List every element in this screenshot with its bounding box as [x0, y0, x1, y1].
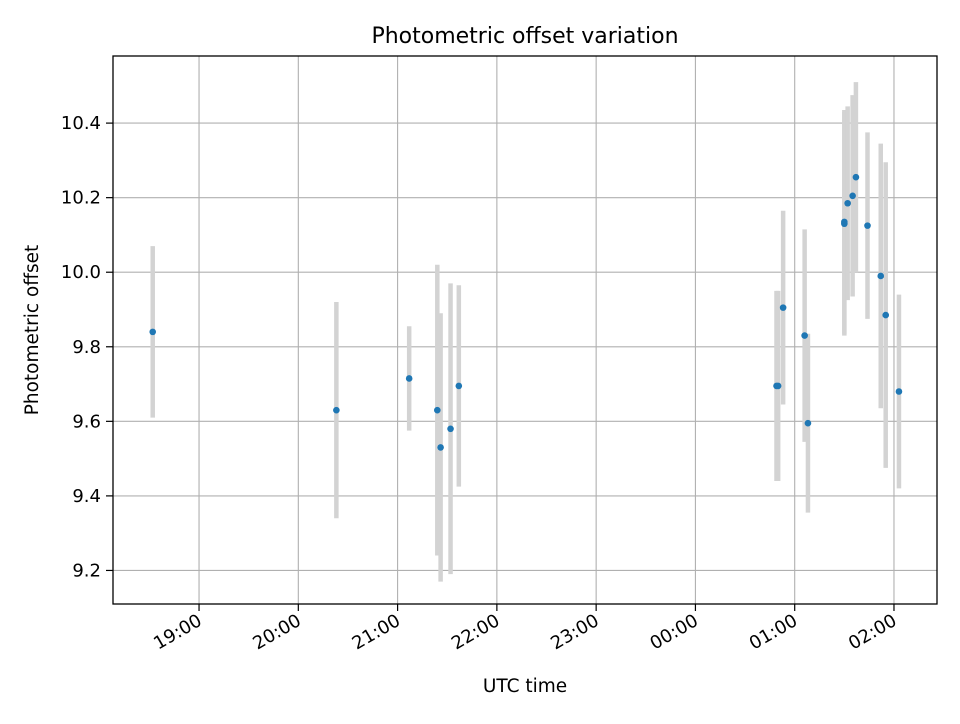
data-point	[852, 173, 860, 181]
data-point	[895, 388, 903, 395]
grid	[113, 56, 937, 604]
y-tick-label: 9.8	[72, 337, 101, 358]
y-tick-label: 10.4	[61, 113, 101, 134]
data-point	[455, 382, 463, 390]
chart-title: Photometric offset variation	[371, 24, 678, 49]
data-point	[864, 222, 871, 229]
data-point	[844, 199, 851, 207]
data-point	[447, 425, 454, 433]
plot-frame	[112, 55, 938, 605]
data-point	[405, 375, 413, 382]
data-point	[849, 192, 856, 200]
data-point	[774, 382, 782, 390]
data-point	[801, 332, 808, 339]
data-point	[149, 328, 157, 336]
x-axis-label: UTC time	[483, 676, 567, 697]
data-points	[149, 173, 903, 451]
y-tick-label: 9.4	[72, 486, 101, 507]
y-tick-label: 9.2	[72, 560, 101, 581]
y-tick-label: 9.6	[72, 411, 101, 432]
y-tick-label: 10.2	[61, 188, 101, 209]
data-point	[779, 304, 787, 311]
data-point	[333, 406, 340, 414]
y-axis-label: Photometric offset	[22, 245, 43, 416]
data-point	[804, 419, 812, 427]
data-point	[434, 406, 441, 414]
data-point	[437, 444, 444, 451]
data-point	[882, 311, 890, 319]
data-point	[877, 272, 885, 280]
data-point	[841, 218, 848, 226]
y-tick-label: 10.0	[61, 262, 101, 283]
